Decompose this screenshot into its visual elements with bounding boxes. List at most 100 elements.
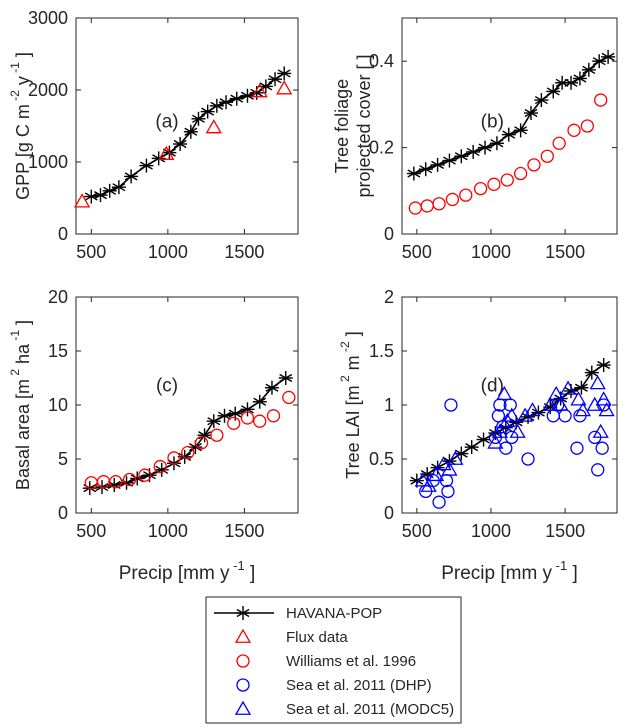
legend-entry: Sea et al. 2011 (MODC5) <box>234 700 454 718</box>
data-point <box>191 111 206 126</box>
panel-label: (b) <box>481 112 504 133</box>
data-point <box>598 402 615 417</box>
data-point <box>559 380 577 395</box>
series-havana-pop <box>409 358 611 488</box>
x-tick-label: 1500 <box>224 242 264 262</box>
data-point <box>592 423 609 438</box>
data-point <box>572 71 587 86</box>
data-point <box>124 169 139 184</box>
data-point <box>139 158 154 173</box>
x-tick-label: 500 <box>76 242 106 262</box>
data-point <box>420 477 437 492</box>
legend-label: Sea et al. 2011 (MODC5) <box>286 701 454 718</box>
series-williams-et-al-1996 <box>408 93 608 215</box>
data-point <box>240 411 255 425</box>
label-part: -1 <box>552 558 567 573</box>
data-point <box>558 409 572 423</box>
label-part: -2 <box>8 90 22 104</box>
x-tick-label: 1500 <box>545 521 585 541</box>
data-point <box>142 468 157 483</box>
data-point <box>167 451 181 465</box>
data-point <box>74 193 91 208</box>
data-point <box>499 412 516 428</box>
data-point <box>183 124 198 139</box>
y-tick-label: 0 <box>384 224 394 244</box>
data-point <box>552 396 569 411</box>
data-point <box>406 166 421 181</box>
data-point <box>527 158 541 172</box>
series-havana-pop <box>84 66 292 204</box>
y-tick-label: 0.5 <box>369 449 394 469</box>
data-point <box>253 414 267 428</box>
series-williams-et-al-1996 <box>84 390 296 490</box>
label-part: ha <box>13 343 33 369</box>
data-point <box>252 394 267 409</box>
data-point <box>282 390 296 405</box>
legend-marker <box>236 654 250 668</box>
data-point <box>570 441 584 455</box>
data-point <box>432 495 446 509</box>
data-point <box>466 144 481 159</box>
label-part: -1 <box>8 62 22 76</box>
data-point <box>591 463 605 477</box>
axes-box <box>401 17 618 235</box>
label-part: ] <box>245 563 256 584</box>
data-point <box>546 84 561 99</box>
legend-marker <box>234 628 252 643</box>
data-point <box>478 140 493 155</box>
data-point <box>219 95 234 110</box>
data-point <box>277 66 292 81</box>
data-point <box>595 441 609 455</box>
data-point <box>266 409 281 423</box>
data-point <box>240 402 255 417</box>
data-point <box>210 428 224 442</box>
series-sea-et-al-2011-modc5- <box>414 375 615 492</box>
label-part: -2 <box>338 341 352 355</box>
series-line <box>89 377 287 489</box>
label-part: y <box>13 76 33 90</box>
data-point <box>206 414 221 429</box>
data-point <box>249 85 264 100</box>
panel-label: (a) <box>155 112 178 133</box>
y-tick-label: 0.4 <box>369 51 394 71</box>
data-point <box>534 93 549 108</box>
data-point <box>513 123 528 138</box>
data-point <box>251 83 268 98</box>
data-point <box>447 450 464 465</box>
data-point <box>435 456 452 471</box>
data-point <box>227 416 241 431</box>
data-point <box>408 201 422 215</box>
x-tick-label: 1500 <box>545 242 585 262</box>
y-axis-label: Tree LAI [m 2 m -2 ] <box>338 331 363 478</box>
y-tick-label: 20 <box>48 287 68 307</box>
legend: HAVANA-POP Flux data Williams et al. 1996 S… <box>205 596 462 724</box>
legend-label: Williams et al. 1996 <box>286 653 416 670</box>
data-point <box>487 434 504 449</box>
data-point <box>491 423 508 438</box>
data-point <box>503 407 520 422</box>
y-tick-label: 10 <box>48 395 68 415</box>
data-point <box>584 365 599 380</box>
data-point <box>278 371 293 385</box>
legend-entry: Sea et al. 2011 (DHP) <box>236 677 432 694</box>
label-part: GPP [g C m <box>13 104 33 200</box>
data-point <box>181 445 195 460</box>
y-tick-label: 2 <box>384 287 394 307</box>
y-axis-label: GPP [g C m -2 y -1 ] <box>8 52 33 200</box>
data-point <box>138 468 152 482</box>
label-part: Precip [mm y <box>441 563 552 584</box>
data-point <box>464 440 479 455</box>
label-part: 2 <box>8 369 22 379</box>
x-tick-label: 500 <box>402 521 432 541</box>
y-axis-label: Tree foliage <box>332 79 352 173</box>
panel-d: 500 1000 1500 0 0.5 1 1.5 2 (d) Tree LAI [m 2 m -… <box>338 287 618 541</box>
x-tick-label: 1000 <box>471 242 511 262</box>
series-havana-pop <box>406 49 616 181</box>
data-point <box>264 380 279 395</box>
data-point <box>111 180 126 195</box>
y-tick-label: 5 <box>58 449 68 469</box>
label-part: Tree LAI [m <box>343 385 363 478</box>
label-part: m <box>343 355 363 375</box>
data-point <box>476 432 491 447</box>
